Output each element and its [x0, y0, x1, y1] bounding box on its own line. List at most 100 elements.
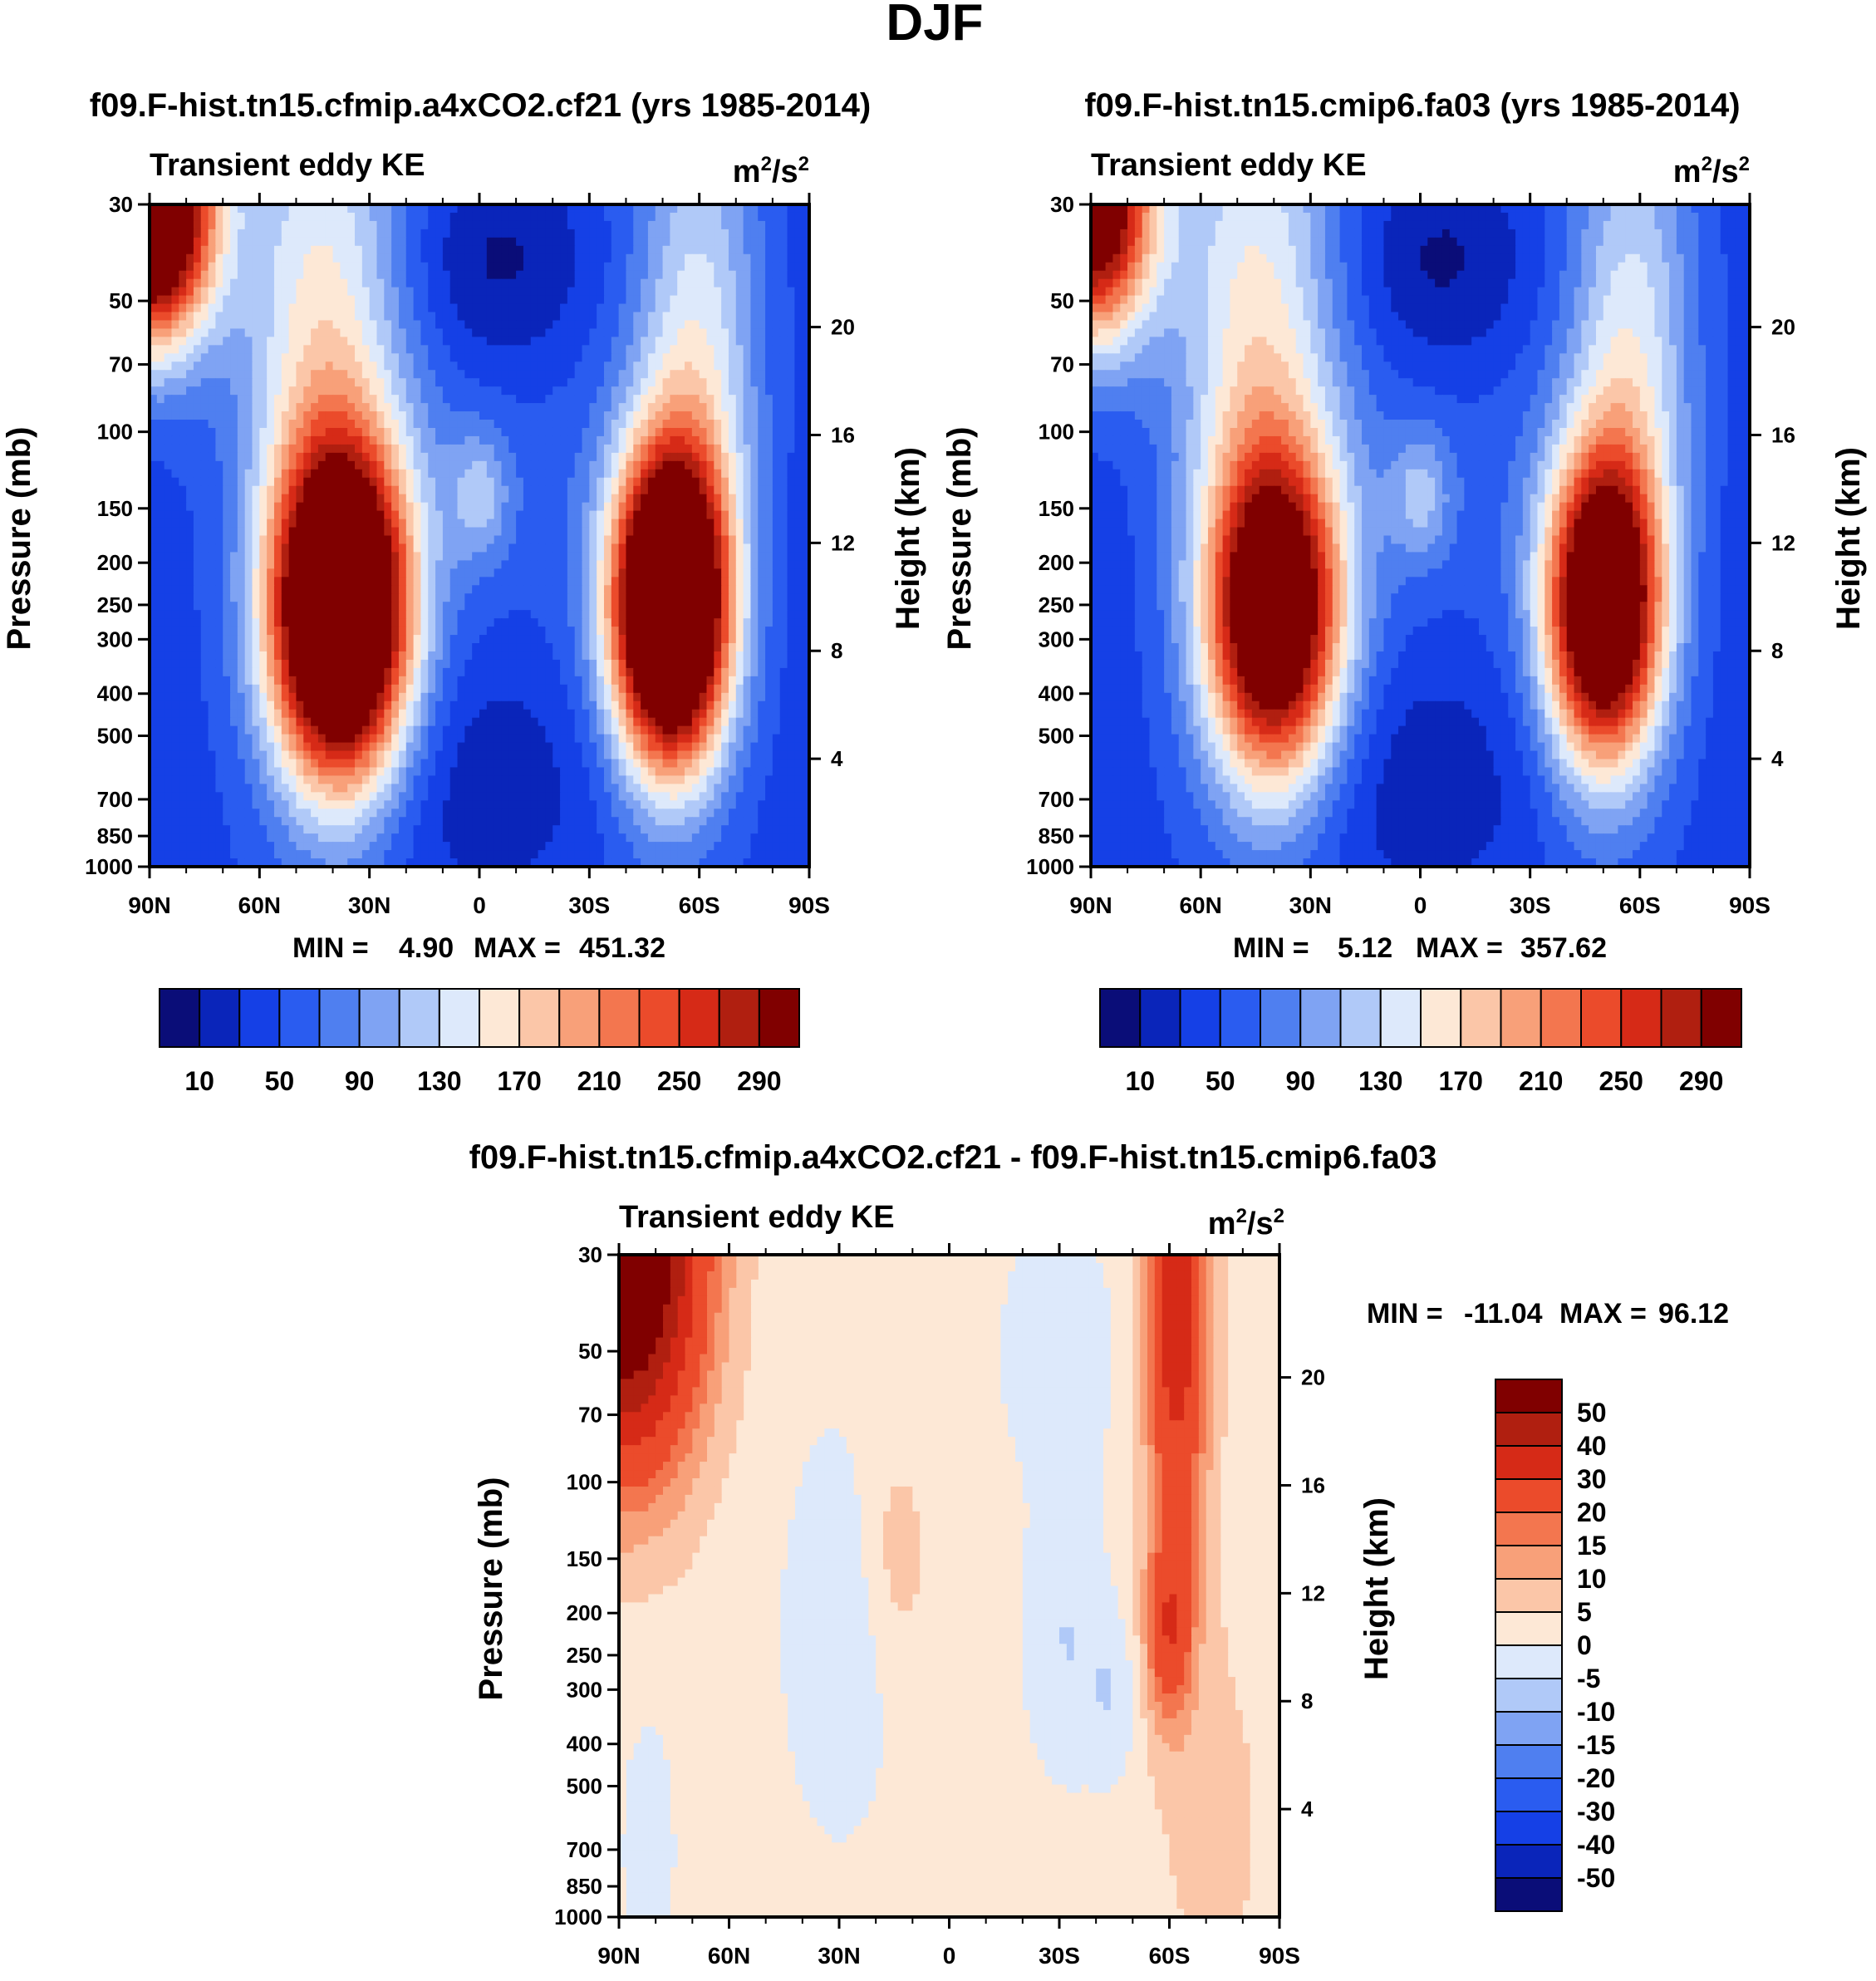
panel1-cell-3999	[435, 568, 444, 578]
panel1-cell-4776	[193, 643, 202, 652]
panel1-cell-360	[150, 237, 158, 247]
panel1-cell-3779	[802, 543, 810, 553]
panel1-cell-2967	[787, 469, 795, 479]
panel1-cell-2296	[486, 411, 495, 420]
panel1-cell-77	[714, 204, 722, 214]
panel1-cell-1123	[464, 303, 473, 313]
panel1-cell-316	[486, 229, 495, 238]
panel1-cell-4738	[574, 635, 583, 644]
panel1-cell-2120	[516, 395, 524, 404]
panel1-cell-1	[156, 204, 165, 214]
panel1-cell-505	[552, 245, 561, 255]
panel1-cell-2730	[369, 452, 378, 462]
panel1-cell-4309	[728, 593, 737, 602]
panel1-cell-2215	[552, 403, 561, 412]
panel1-cell-1327	[641, 320, 649, 330]
panel1-cell-795	[699, 270, 708, 280]
panel1-cell-3927	[567, 560, 576, 569]
panel1-cell-820	[223, 278, 231, 288]
panel1-cell-2049	[655, 386, 664, 396]
panel1-cell-1445	[186, 337, 194, 346]
panel1-cell-4063	[244, 577, 253, 586]
panel1-cell-1956	[633, 378, 641, 387]
panel1-cell-1456	[267, 337, 275, 346]
panel1-cell-2184	[325, 403, 334, 412]
panel1-cell-2220	[589, 403, 597, 412]
panel1-cell-1921	[376, 378, 385, 387]
panel1-cell-3120	[589, 485, 597, 495]
panel1-cell-1167	[787, 303, 795, 313]
panel1-cell-4264	[398, 593, 407, 602]
panel1-cell-379	[288, 237, 297, 247]
panel1-cell-2218	[574, 403, 583, 412]
panel1-cell-2011	[376, 386, 385, 396]
panel1-cell-3865	[772, 552, 781, 561]
panel1-cell-2286	[413, 411, 422, 420]
panel1-cell-3232	[750, 494, 759, 504]
panel1-cell-1014	[325, 295, 334, 305]
panel1-cell-4923	[611, 651, 620, 661]
panel1-cell-4425	[259, 610, 268, 619]
panel1-cell-3686	[779, 535, 788, 545]
panel1-cell-8	[208, 204, 216, 214]
panel1-cell-2968	[794, 469, 803, 479]
panel1-cell-118	[355, 212, 363, 222]
panel1-cell-4180	[442, 585, 451, 594]
panel1-cell-2321	[670, 411, 678, 420]
panel1-cell-431	[670, 237, 678, 247]
panel1-cell-700	[662, 262, 670, 272]
panel1-cell-730	[223, 270, 231, 280]
panel1-cell-1462	[311, 337, 319, 346]
panel1-cell-2046	[633, 386, 641, 396]
panel1-cell-1431	[743, 328, 752, 337]
panel1-cell-2443	[244, 427, 253, 437]
panel1-cell-4441	[376, 610, 385, 619]
panel1-cell-4226	[779, 585, 788, 594]
panel1-cell-1450	[223, 337, 231, 346]
panel1-cell-3653	[538, 535, 546, 545]
panel1-cell-4981	[376, 659, 385, 669]
panel1-cell-9	[215, 204, 223, 214]
panel1-cell-3644	[472, 535, 480, 545]
panel1-cell-4010	[516, 568, 524, 578]
panel1-cell-3499	[728, 519, 737, 528]
panel1-cell-659	[361, 262, 371, 272]
panel1-cell-4289	[582, 593, 590, 602]
panel1-cell-4890	[369, 651, 378, 661]
panel1-cell-4321	[156, 602, 165, 611]
panel1-cell-3532	[311, 527, 319, 537]
panel1-cell-2814	[325, 460, 334, 470]
panel1-cell-2546	[340, 435, 348, 445]
panel1-cell-3247	[200, 502, 209, 512]
panel1-cell-429	[655, 237, 664, 247]
panel1-cell-1352	[164, 328, 173, 337]
panel1-cell-994	[179, 295, 187, 305]
panel1-cell-98	[208, 212, 216, 222]
panel1-cell-2788	[794, 452, 803, 462]
panel1-cell-2115	[479, 395, 488, 404]
panel1-cell-2351	[230, 420, 238, 429]
panel1-cell-337	[641, 229, 649, 238]
panel1-cell-4261	[376, 593, 385, 602]
panel1-cell-1866	[633, 370, 641, 379]
panel1-cell-4103	[538, 577, 546, 586]
panel1-cell-626	[779, 253, 788, 263]
panel1-cell-2483	[538, 427, 546, 437]
panel1-cell-3064	[179, 485, 187, 495]
panel1-cell-1289	[361, 320, 371, 330]
panel1-cell-2290	[442, 411, 451, 420]
panel1-cell-1076	[779, 295, 788, 305]
panel1-cell-4704	[325, 635, 334, 644]
panel1-cell-2692	[750, 444, 759, 454]
panel1-cell-481	[376, 245, 385, 255]
panel1-cell-724	[179, 270, 187, 280]
panel1-cell-4752	[677, 635, 685, 644]
panel1-cell-447	[787, 237, 795, 247]
panel1-cell-3721	[376, 543, 385, 553]
panel1-cell-4325	[186, 602, 194, 611]
panel1-cell-2178	[281, 403, 290, 412]
panel1-cell-3039	[655, 477, 664, 487]
panel1-cell-710	[735, 262, 744, 272]
panel1-cell-3303	[611, 502, 620, 512]
panel1-cell-2618	[208, 444, 216, 454]
